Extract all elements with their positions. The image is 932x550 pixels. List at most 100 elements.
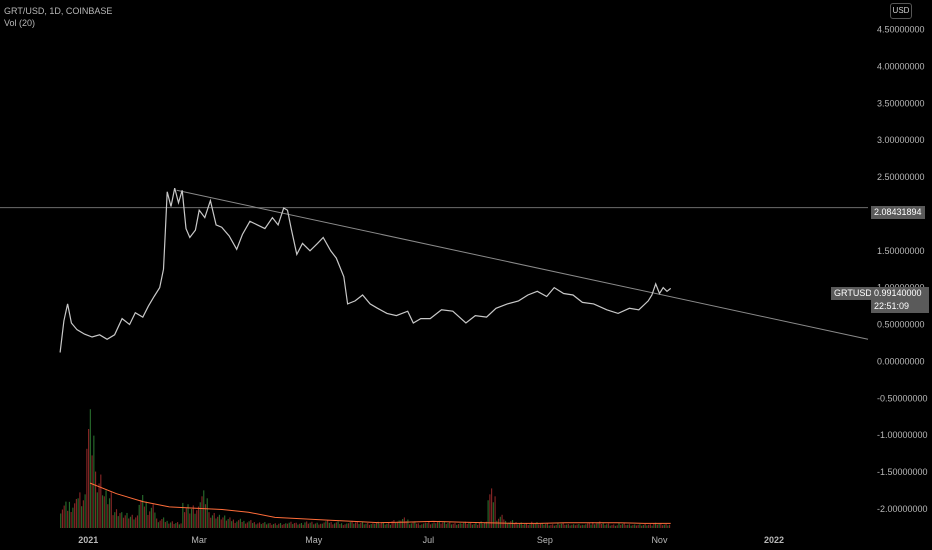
x-tick-label: 2022 — [764, 535, 784, 545]
volume-bar — [501, 514, 503, 528]
volume-bar — [419, 525, 421, 528]
volume-bar — [618, 522, 620, 528]
volume-bar — [491, 488, 493, 528]
volume-bar — [297, 524, 299, 528]
volume-bar — [557, 522, 559, 528]
volume-bar — [377, 521, 379, 528]
volume-ma-line — [89, 482, 671, 524]
volume-bar — [121, 512, 123, 528]
volume-bar — [243, 520, 245, 528]
volume-bar — [646, 525, 648, 528]
volume-bar — [183, 512, 186, 528]
trend-line[interactable] — [176, 189, 869, 340]
y-axis[interactable]: 4.50000000 4.00000000 3.50000000 3.00000000… — [877, 25, 928, 514]
volume-bar — [642, 525, 644, 528]
chart-legend: GRT/USD, 1D, COINBASE Vol (20) — [4, 5, 112, 29]
volume-bar — [494, 496, 496, 528]
volume-bar — [356, 521, 358, 528]
volume-bar — [422, 523, 425, 528]
volume-bar — [91, 455, 93, 528]
volume-bar — [276, 525, 278, 528]
volume-bar — [459, 523, 461, 528]
volume-bar — [304, 522, 306, 528]
volume-bar — [562, 522, 564, 528]
volume-bar — [229, 517, 231, 528]
volume-bar — [524, 524, 526, 528]
x-tick-label: Mar — [191, 535, 207, 545]
volume-bar — [416, 523, 418, 528]
volume-bar — [576, 524, 578, 528]
volume-bar — [506, 523, 508, 528]
volume-bar — [653, 523, 655, 528]
volume-bar — [306, 521, 308, 528]
volume-bar — [525, 523, 528, 528]
volume-bar — [372, 523, 374, 528]
volume-bar — [379, 524, 381, 528]
volume-bar — [67, 510, 69, 528]
volume-bar — [321, 523, 323, 528]
volume-bar — [468, 523, 470, 528]
volume-bar — [407, 519, 409, 528]
volume-bar — [396, 521, 398, 528]
volume-bar — [463, 522, 465, 528]
volume-bar — [478, 522, 480, 528]
volume-bar — [395, 522, 397, 528]
volume-bar — [110, 492, 112, 528]
volume-bar — [365, 523, 367, 528]
volume-bar — [119, 513, 121, 528]
volume-bar — [190, 508, 193, 528]
volume-bar — [447, 523, 449, 528]
volume-bar — [590, 524, 592, 528]
volume-bar — [72, 507, 74, 528]
volume-bar — [227, 519, 229, 528]
volume-bar — [513, 523, 515, 528]
volume-bar — [89, 409, 91, 528]
volume-bar — [204, 504, 207, 528]
volume-bar — [367, 522, 369, 528]
volume-bar — [157, 522, 159, 528]
volume-bar — [283, 524, 285, 528]
volume-indicator-label[interactable]: Vol (20) — [4, 18, 36, 28]
volume-bar — [323, 522, 325, 528]
volume-bar — [534, 523, 536, 528]
volume-bar — [259, 522, 261, 528]
y-tick-label: -0.50000000 — [877, 393, 928, 403]
volume-bar — [668, 524, 671, 528]
currency-button[interactable]: USD — [890, 3, 912, 19]
volume-bar — [168, 523, 170, 528]
volume-bar — [580, 525, 582, 528]
volume-bar — [220, 519, 222, 528]
hline-price-badge: 2.08431894 — [871, 206, 925, 219]
volume-bar — [279, 522, 282, 528]
volume-bar — [499, 516, 501, 528]
volume-bar — [412, 522, 414, 528]
volume-bar — [138, 504, 140, 528]
y-tick-label: 1.50000000 — [877, 246, 925, 256]
volume-bar — [545, 524, 547, 528]
volume-bar — [440, 523, 442, 528]
volume-bar — [443, 521, 446, 528]
volume-bar — [635, 525, 637, 528]
volume-bar — [567, 524, 569, 528]
volume-bar — [496, 520, 498, 528]
volume-bar — [627, 524, 629, 528]
volume-bar — [316, 522, 318, 528]
volume-bar — [456, 524, 458, 528]
volume-bar — [403, 517, 405, 528]
volume-bar — [114, 512, 116, 528]
x-axis[interactable]: 2021 Mar May Jul Sep Nov 2022 — [78, 535, 784, 545]
volume-bar — [543, 524, 545, 528]
symbol-title[interactable]: GRT/USD, 1D, COINBASE — [4, 6, 113, 16]
volume-bar — [609, 525, 611, 528]
volume-bar — [225, 520, 228, 528]
volume-bar — [457, 524, 460, 528]
volume-bar — [569, 525, 571, 528]
volume-bar — [75, 498, 77, 528]
volume-bar — [285, 523, 287, 528]
volume-bar — [253, 522, 255, 528]
volume-bar — [164, 522, 166, 528]
volume-bar — [532, 524, 535, 528]
y-tick-label: 0.00000000 — [877, 356, 925, 366]
volume-bar — [252, 523, 254, 528]
